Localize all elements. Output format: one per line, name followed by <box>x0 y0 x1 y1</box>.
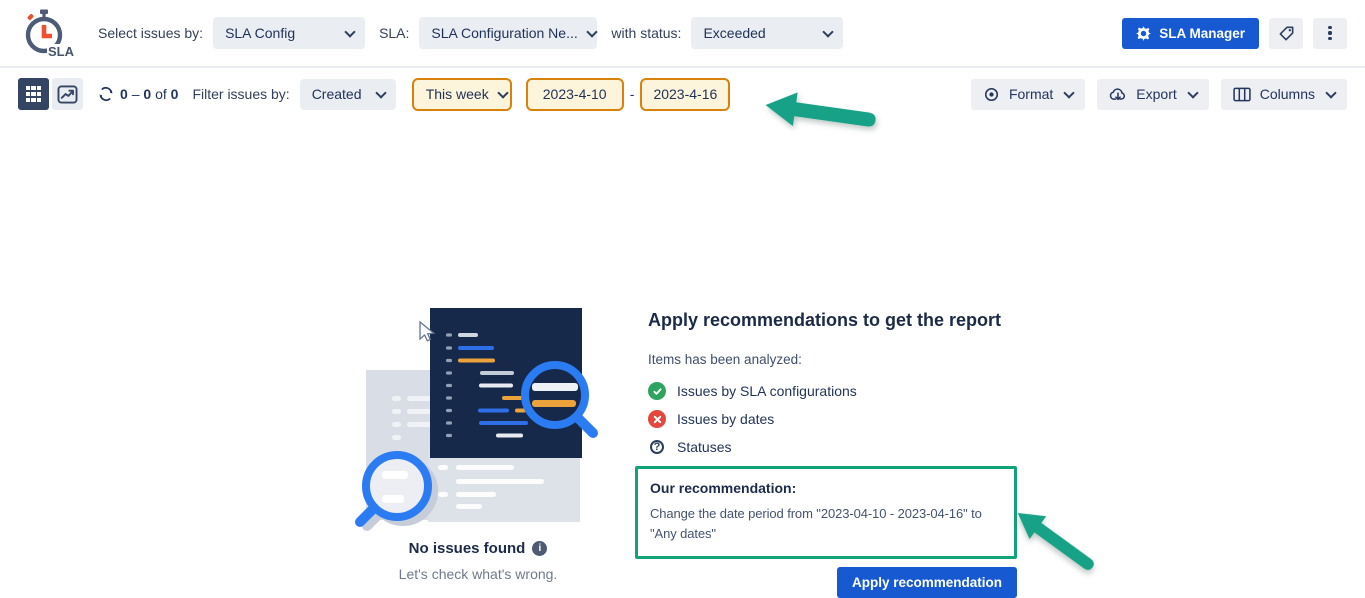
sla-label: SLA: <box>379 25 410 41</box>
sla-manager-label: SLA Manager <box>1159 25 1245 41</box>
empty-state-subtitle: Let's check what's wrong. <box>398 566 558 582</box>
chevron-down-icon <box>344 25 356 38</box>
refresh-icon[interactable] <box>98 86 114 102</box>
columns-icon <box>1233 87 1251 101</box>
date-from-input[interactable]: 2023-4-10 <box>525 77 624 111</box>
filter-field-value: Created <box>311 86 362 102</box>
date-to-value: 2023-4-16 <box>653 86 718 102</box>
sla-value: SLA Configuration Ne... <box>431 25 578 41</box>
date-from-value: 2023-4-10 <box>542 86 607 102</box>
green-arrow-apply-annotation <box>1017 512 1094 570</box>
chevron-down-icon <box>586 25 598 38</box>
info-icon[interactable] <box>532 541 548 556</box>
analyzed-label: Items has been analyzed: <box>648 352 802 367</box>
issue-counter: 0 – 0 of 0 <box>98 86 178 102</box>
main-content: No issues found Let's check what's wrong… <box>0 120 1365 598</box>
analyzed-item-label: Statuses <box>677 439 732 455</box>
top-bar: SLA Select issues by: SLA Config SLA: SL… <box>0 0 1365 68</box>
filter-issues-by-label: Filter issues by: <box>192 86 290 102</box>
recommendations-panel: Apply recommendations to get the report … <box>635 310 1017 598</box>
sla-manager-button[interactable]: SLA Manager <box>1122 17 1259 49</box>
with-status-label: with status: <box>611 25 682 41</box>
analyzed-checklist: Issues by SLA configurations Issues by d… <box>648 377 1017 461</box>
eye-icon <box>984 87 998 101</box>
filter-toolbar: 0 – 0 of 0 Filter issues by: Created Thi… <box>0 68 1365 120</box>
toolbar-actions: Format Export Columns <box>970 78 1347 110</box>
select-issues-by-dropdown[interactable]: SLA Config <box>213 17 366 49</box>
tag-button[interactable] <box>1269 17 1303 49</box>
filter-field-dropdown[interactable]: Created <box>299 78 396 110</box>
recommendation-box-title: Our recommendation: <box>650 480 797 496</box>
chevron-down-icon <box>1063 86 1075 99</box>
cloud-download-icon <box>1110 88 1126 101</box>
no-issues-illustration <box>355 308 598 531</box>
more-options-button[interactable] <box>1313 17 1347 49</box>
green-arrow-dates-annotation <box>765 92 876 127</box>
analyzed-item-label: Issues by SLA configurations <box>677 383 857 399</box>
format-label: Format <box>1008 86 1054 102</box>
counter-from: 0 <box>120 86 128 102</box>
apply-recommendation-button[interactable]: Apply recommendation <box>836 567 1017 598</box>
chevron-down-icon <box>1325 86 1337 99</box>
analyzed-item-label: Issues by dates <box>677 411 775 427</box>
analyzed-item-dates: Issues by dates <box>648 405 1017 433</box>
chevron-down-icon <box>822 25 835 38</box>
empty-state: No issues found Let's check what's wrong… <box>352 540 604 582</box>
question-circle-icon <box>650 440 664 454</box>
top-bar-actions: SLA Manager <box>1122 17 1347 49</box>
grid-view-button[interactable] <box>18 78 49 110</box>
empty-state-title: No issues found <box>408 540 526 557</box>
sla-dropdown[interactable]: SLA Configuration Ne... <box>419 17 598 49</box>
select-issues-by-label: Select issues by: <box>98 25 204 41</box>
recommendation-text-line1: Change the date period from "2023-04-10 … <box>650 506 982 521</box>
recommendation-box: Our recommendation: Change the date peri… <box>635 466 1017 559</box>
period-dropdown[interactable]: This week <box>411 77 512 111</box>
export-dropdown[interactable]: Export <box>1097 78 1209 110</box>
chevron-down-icon <box>1187 86 1199 99</box>
counter-to: 0 <box>143 86 152 102</box>
logo-text: SLA <box>48 44 75 59</box>
tag-icon <box>1279 26 1293 40</box>
status-dropdown[interactable]: Exceeded <box>691 17 844 49</box>
period-value: This week <box>425 86 489 102</box>
analyzed-item-sla-configurations: Issues by SLA configurations <box>648 377 1017 405</box>
chart-view-button[interactable] <box>52 78 83 110</box>
counter-total: 0 <box>170 86 179 102</box>
select-issues-by-value: SLA Config <box>225 25 296 41</box>
date-range-separator: - <box>629 86 635 102</box>
recommendations-heading: Apply recommendations to get the report <box>648 310 1002 330</box>
kebab-menu-icon <box>1328 25 1332 41</box>
analyzed-item-statuses: Statuses <box>648 433 1017 461</box>
cursor-icon <box>419 320 436 342</box>
chevron-down-icon <box>497 86 509 99</box>
export-label: Export <box>1136 86 1177 102</box>
format-dropdown[interactable]: Format <box>970 78 1086 110</box>
columns-dropdown[interactable]: Columns <box>1220 78 1347 110</box>
gear-icon <box>1136 25 1152 41</box>
chevron-down-icon <box>375 86 387 99</box>
chart-view-icon <box>57 84 78 104</box>
x-circle-icon <box>648 410 666 428</box>
check-circle-icon <box>648 382 666 400</box>
counter-dash: – <box>131 86 140 102</box>
stopwatch-icon: SLA <box>25 9 75 59</box>
counter-of: of <box>155 86 167 102</box>
grid-view-icon <box>25 86 42 102</box>
recommendation-text-line2: "Any dates" <box>650 525 716 541</box>
app-logo: SLA <box>18 7 80 59</box>
columns-label: Columns <box>1259 86 1315 102</box>
status-value: Exceeded <box>703 25 766 41</box>
date-to-input[interactable]: 2023-4-16 <box>640 77 731 111</box>
